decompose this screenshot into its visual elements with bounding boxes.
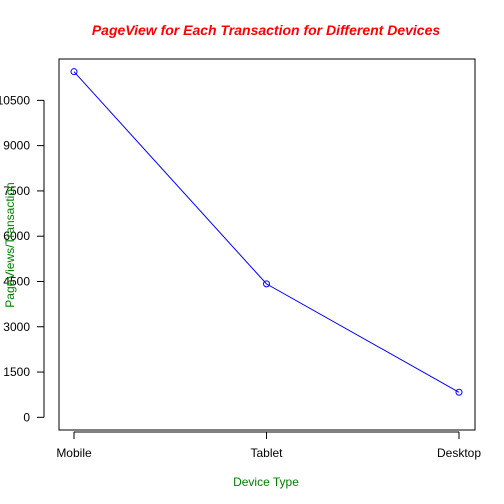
- y-axis: 0 1500 3000 4500 6000 7500 9000 10500: [0, 93, 45, 424]
- x-axis-label: Device Type: [233, 475, 299, 489]
- data-point: [263, 280, 270, 288]
- y-tick-label: 6000: [3, 229, 30, 243]
- y-tick-label: 7500: [3, 184, 30, 198]
- data-point: [70, 68, 78, 76]
- data-point: [455, 388, 463, 396]
- x-tick-label: Desktop: [437, 446, 481, 460]
- y-axis-label: PageViews/Transaction: [3, 182, 17, 307]
- y-tick-label: 1500: [3, 365, 30, 379]
- x-tick-label: Tablet: [250, 446, 283, 460]
- chart-title: PageView for Each Transaction for Differ…: [92, 22, 441, 38]
- y-tick-label: 0: [23, 410, 30, 424]
- y-tick-label: 9000: [3, 139, 30, 153]
- x-axis: Mobile Tablet Desktop: [56, 431, 481, 460]
- y-tick-label: 10500: [0, 93, 30, 107]
- y-tick-label: 3000: [3, 320, 30, 334]
- y-tick-label: 4500: [3, 274, 30, 288]
- x-tick-label: Mobile: [56, 446, 92, 460]
- series-line: [73, 71, 460, 393]
- plot-frame: [58, 58, 476, 431]
- series-layer: [70, 68, 463, 396]
